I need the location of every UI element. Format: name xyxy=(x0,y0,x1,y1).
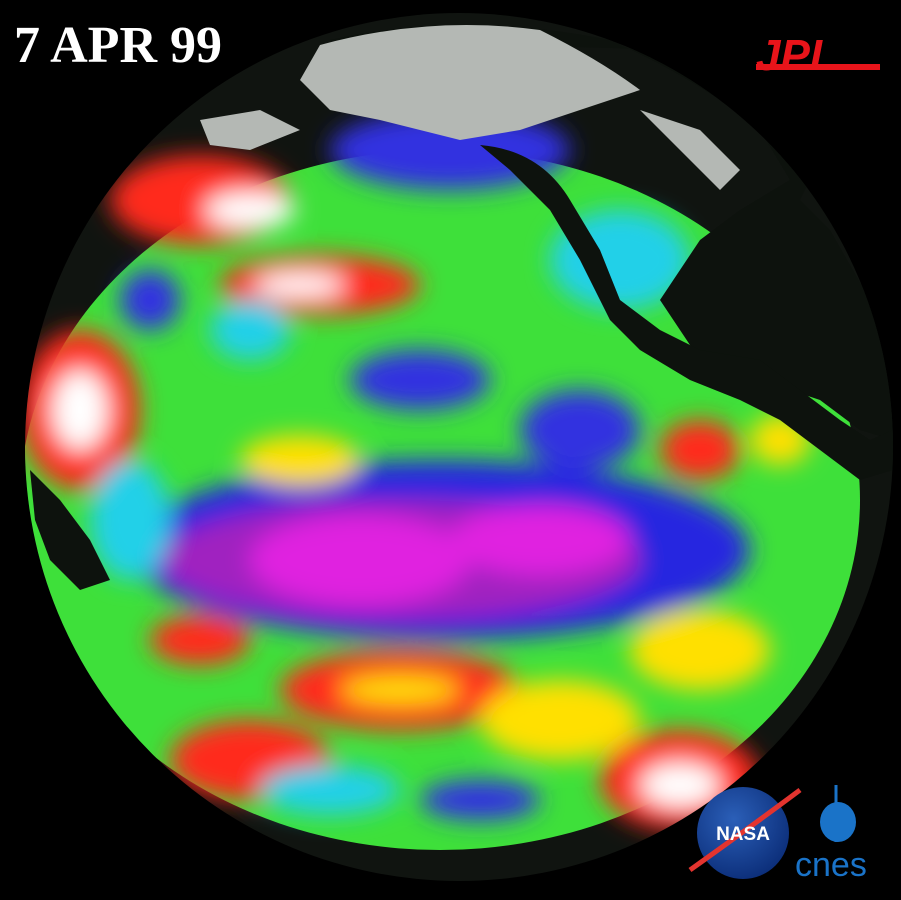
globe xyxy=(25,25,893,850)
anomaly-blob xyxy=(120,270,180,330)
anomaly-blob xyxy=(660,420,740,480)
date-label: 7 APR 99 xyxy=(14,17,222,74)
jpl-underline xyxy=(756,64,880,70)
anomaly-field xyxy=(25,110,840,830)
anomaly-blob xyxy=(420,780,540,820)
anomaly-blob xyxy=(640,763,720,807)
anomaly-blob xyxy=(90,460,170,580)
anomaly-blob xyxy=(630,610,770,690)
anomaly-blob xyxy=(260,765,400,815)
anomaly-blob xyxy=(480,680,640,760)
jpl-logo: JPL xyxy=(756,31,837,80)
anomaly-blob xyxy=(340,676,460,704)
north-america xyxy=(330,25,893,440)
anomaly-blob xyxy=(255,273,345,297)
asia-islands xyxy=(30,470,110,590)
west-coast xyxy=(480,145,893,480)
canada-ice xyxy=(640,110,740,190)
arctic-ice xyxy=(300,25,640,140)
anomaly-blob xyxy=(150,615,250,665)
anomaly-blob xyxy=(205,192,295,228)
cnes-logo: cnes xyxy=(795,846,867,884)
siberia-ice xyxy=(200,110,300,150)
anomaly-blob xyxy=(52,370,108,450)
anomaly-blob xyxy=(240,435,360,485)
nasa-logo: NASA xyxy=(716,824,770,845)
anomaly-blob xyxy=(210,300,290,360)
anomaly-blob xyxy=(450,505,630,575)
land xyxy=(30,25,893,590)
anomaly-blob xyxy=(350,350,490,410)
nasa-logo-swoosh xyxy=(688,787,802,873)
anomaly-blob xyxy=(520,390,640,470)
cnes-logo-mark xyxy=(820,802,856,842)
anomaly-blob xyxy=(250,515,470,605)
